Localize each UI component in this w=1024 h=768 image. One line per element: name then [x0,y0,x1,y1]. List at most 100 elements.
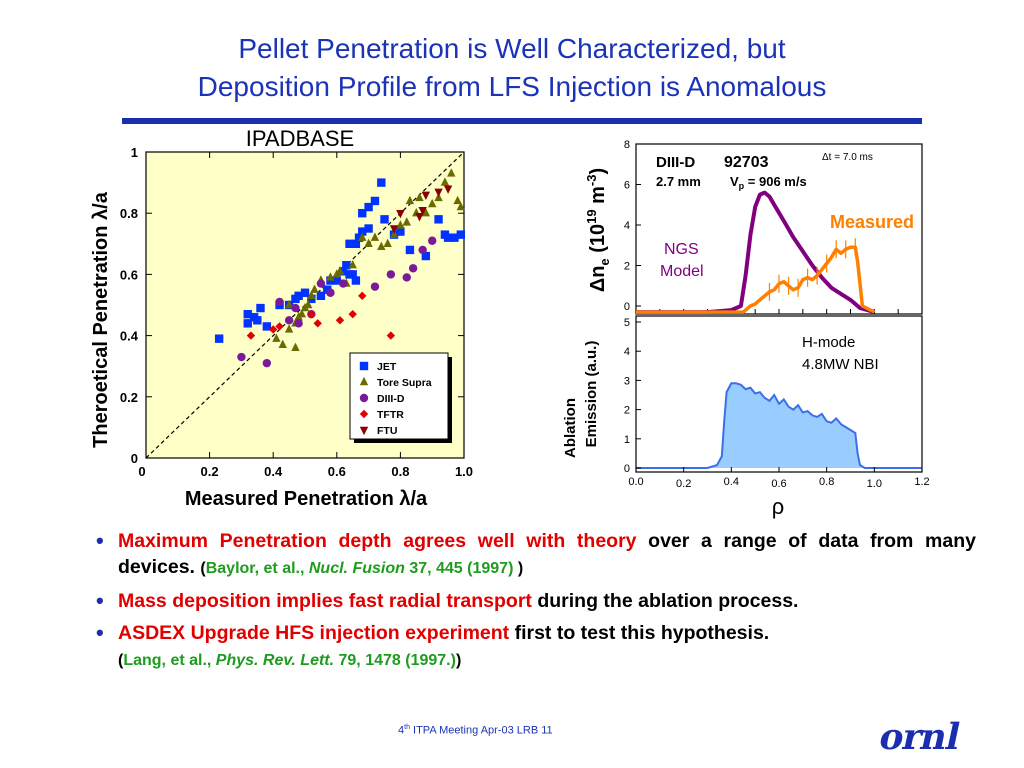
scatter-point-jet [380,215,389,224]
scatter-point-jet [443,233,453,242]
scatter-point-tore-supra [358,232,367,241]
bullet-2-text: during the ablation process. [531,590,799,612]
scatter-point-jet [405,245,415,255]
y-tick-label: 0.2 [120,390,138,405]
emission-x-tick-label: 0.2 [676,478,691,490]
scatter-point-tore-supra [405,195,415,205]
bullet-item-1: • Maximum Penetration depth agrees well … [92,528,976,582]
scatter-point-jet [456,230,466,239]
scatter-point-diii-d [386,270,396,279]
scatter-point-jet [450,233,459,242]
emission-x-tick-label: 0.0 [628,476,643,488]
legend-marker [359,376,369,386]
ngs-model-label: NGS Model [660,241,704,280]
scatter-point-ftu [396,210,405,219]
mode-label: H-mode [802,334,855,351]
scatter-point-jet [294,291,303,301]
density-series-line [636,190,875,315]
scatter-point-jet [354,233,364,242]
emission-y-label-2: Emission (a.u.) [583,341,600,448]
scatter-point-jet [214,334,224,343]
density-y-tick-label: 4 [624,220,630,232]
scatter-point-jet [370,196,380,206]
scatter-point-tftr [335,316,345,325]
emission-line [636,382,922,469]
scatter-point-ftu [418,206,427,216]
emission-y-tick-label: 4 [624,346,630,358]
legend-label: FTU [377,425,397,437]
scatter-point-tore-supra [297,308,307,318]
density-y-tick-label: 0 [624,301,630,313]
emission-x-tick-label: 0.4 [724,476,739,488]
slide-footer: 4th ITPA Meeting Apr-03 LRB 11 [398,724,553,737]
scatter-point-jet [396,227,405,236]
model-label-word: Model [660,263,704,280]
bullet-3-text: first to test this hypothesis. [509,622,770,644]
legend-label: TFTR [377,409,404,421]
title-line-1: Pellet Penetration is Well Characterized… [238,33,786,64]
scatter-point-tore-supra [284,324,294,333]
title-divider [122,118,922,124]
scatter-point-jet [351,276,361,285]
x-tick-label: 0.2 [201,464,219,479]
y-tick-label: 0 [131,451,138,466]
bullet-1-highlight: Maximum Penetration depth agrees well wi… [118,530,637,552]
scatter-point-jet [434,215,443,224]
time-delta: Δt = 7.0 ms [822,152,873,163]
legend-label: JET [377,361,397,373]
scatter-ticks: 0 0.2 0.4 0.6 0.8 1 0 0.2 0.4 0.6 0.8 1.0 [120,145,473,479]
legend-label: DIII-D [377,393,405,405]
scatter-point-jet [364,202,373,212]
y-tick-label: 1 [131,145,138,160]
emission-y-tick-label: 0 [624,463,630,475]
density-series-line [636,245,876,314]
scatter-point-ftu [434,188,443,197]
scatter-point-diii-d [316,279,326,288]
slide-title: Pellet Penetration is Well Characterized… [0,30,1024,106]
density-ticks: 0 2 4 6 8 [624,139,899,314]
x-tick-label: 0.6 [328,464,346,479]
scatter-point-tore-supra [383,238,392,247]
emission-x-label: ρ [772,494,785,519]
scatter-point-diii-d [326,288,335,297]
scatter-point-diii-d [291,303,300,313]
scatter-title: IPADBASE [246,126,354,151]
bullet-3-reference: (Lang, et al., Phys. Rev. Lett. 79, 1478… [118,652,462,669]
scatter-point-jet [421,251,431,261]
scatter-point-tftr [269,325,278,334]
bullet-item-2: • Mass deposition implies fast radial tr… [92,588,976,614]
scatter-y-label: Theroetical Penetration λ/a [90,191,112,448]
emission-y-tick-label: 2 [624,405,630,417]
scatter-point-tore-supra [377,241,386,251]
emission-y-tick-label: 3 [624,375,630,387]
scatter-chart: 00.20.40.60.810 0.2 0.4 0.6 0.8 1.0 IPADBASE … [90,126,473,510]
ngs-label-word: NGS [664,241,699,258]
scatter-point-jet [358,227,367,236]
shot-device: DIII-D [656,154,695,171]
legend-marker [359,393,369,403]
scatter-point-jet [300,288,310,297]
emission-x-tick-label: 0.6 [771,478,786,490]
bullet-dot: • [96,620,104,645]
scatter-point-ftu [389,225,399,234]
scatter-point-jet [243,309,252,319]
x-tick-label: 0.8 [391,464,409,479]
scatter-point-jet [364,224,373,233]
scatter-point-tore-supra [348,260,357,269]
pellet-velocity: Vp = 906 m/s [730,174,807,191]
scatter-points [214,168,466,368]
scatter-x-label: Measured Penetration λ/a [185,488,428,510]
legend-marker [359,426,369,436]
density-y-tick-label: 2 [624,261,630,273]
scatter-point-jet [348,270,357,279]
emission-x-tick-label: 0.8 [819,476,834,488]
scatter-point-tftr [313,319,322,328]
scatter-point-diii-d [428,236,437,245]
scatter-point-tore-supra [370,232,380,241]
title-line-2: Deposition Profile from LFS Injection is… [197,71,827,102]
scatter-point-tftr [358,291,367,301]
x-tick-label: 0.4 [264,464,283,479]
y-tick-label: 0.6 [120,267,138,282]
scatter-point-ftu [415,213,424,222]
